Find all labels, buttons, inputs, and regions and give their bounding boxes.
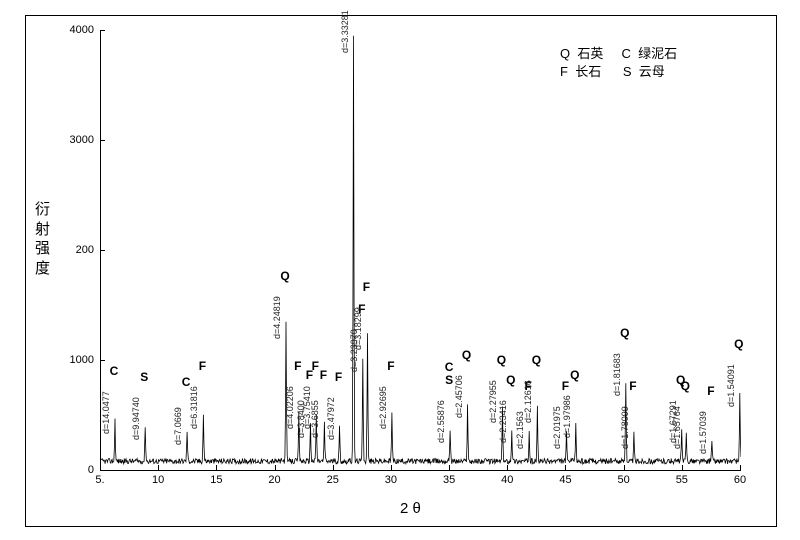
x-tick-label: 40: [497, 474, 517, 486]
d-spacing-label: d=2.45706: [454, 375, 464, 418]
mineral-label: Q: [618, 326, 632, 340]
d-spacing-label: d=2.55876: [436, 400, 446, 443]
d-spacing-label: d=9.94740: [131, 397, 141, 440]
d-spacing-label: d=7.0669: [173, 407, 183, 445]
d-spacing-label: d=1.78099: [620, 406, 630, 449]
d-spacing-label: d=2.27955: [488, 380, 498, 423]
y-tick: [100, 140, 105, 141]
d-spacing-label: d=2.12616: [523, 380, 533, 423]
x-tick-label: 50: [614, 474, 634, 486]
mineral-label: F: [359, 280, 373, 294]
x-tick: [565, 465, 566, 470]
mineral-label: F: [332, 370, 346, 384]
mineral-label: F: [626, 379, 640, 393]
x-tick: [740, 465, 741, 470]
mineral-label: Q: [732, 337, 746, 351]
mineral-label: Q: [529, 353, 543, 367]
mineral-label: Q: [504, 373, 518, 387]
d-spacing-label: d=14.0477: [101, 391, 111, 434]
x-tick-label: 20: [265, 474, 285, 486]
x-tick: [624, 465, 625, 470]
x-tick: [275, 465, 276, 470]
d-spacing-label: d=6.31816: [189, 386, 199, 429]
y-tick-label: 0: [54, 464, 94, 476]
y-tick: [100, 470, 105, 471]
x-tick: [449, 465, 450, 470]
x-tick-label: 45: [555, 474, 575, 486]
y-tick: [100, 250, 105, 251]
mineral-label: Q: [678, 379, 692, 393]
legend: Q 石英 C 绿泥石 F 长石 S 云母: [560, 45, 677, 81]
x-tick: [158, 465, 159, 470]
x-tick-label: 30: [381, 474, 401, 486]
x-tick-label: 35: [439, 474, 459, 486]
y-tick: [100, 360, 105, 361]
mineral-label: Q: [568, 368, 582, 382]
y-tick-label: 1000: [54, 354, 94, 366]
mineral-label: F: [195, 359, 209, 373]
x-tick: [682, 465, 683, 470]
d-spacing-label: d=3.18299: [353, 307, 363, 350]
d-spacing-label: d=1.81683: [612, 353, 622, 396]
d-spacing-label: d=1.57039: [698, 411, 708, 454]
x-tick: [216, 465, 217, 470]
x-tick-label: 55: [672, 474, 692, 486]
d-spacing-label: d=2.01975: [552, 406, 562, 449]
chart-frame: 衍 射 强 度 2 θ 5.10152025303540455055600100…: [0, 0, 800, 540]
x-tick-label: 15: [206, 474, 226, 486]
mineral-label: C: [442, 360, 456, 374]
x-tick-label: 25: [323, 474, 343, 486]
mineral-label: Q: [460, 348, 474, 362]
y-tick: [100, 30, 105, 31]
d-spacing-label: d=1.97986: [562, 395, 572, 438]
x-tick-label: 10: [148, 474, 168, 486]
d-spacing-label: d=1.65764: [672, 406, 682, 449]
x-axis-label: 2 θ: [400, 500, 421, 517]
x-tick: [507, 465, 508, 470]
x-tick: [391, 465, 392, 470]
y-tick-label: 200: [54, 244, 94, 256]
mineral-label: Q: [494, 353, 508, 367]
mineral-label: Q: [278, 269, 292, 283]
mineral-label: S: [137, 370, 151, 384]
y-axis-label: 衍 射 强 度: [35, 200, 51, 278]
x-tick-label: 60: [730, 474, 750, 486]
d-spacing-label: d=3.33281: [340, 10, 350, 53]
d-spacing-label: d=2.92695: [378, 386, 388, 429]
d-spacing-label: d=3.6855: [310, 400, 320, 438]
d-spacing-label: d=4.24819: [272, 296, 282, 339]
y-tick-label: 3000: [54, 134, 94, 146]
d-spacing-label: d=2.23416: [498, 400, 508, 443]
mineral-label: F: [316, 368, 330, 382]
d-spacing-label: d=3.47972: [326, 397, 336, 440]
x-tick: [333, 465, 334, 470]
mineral-label: F: [384, 359, 398, 373]
d-spacing-label: d=1.54091: [726, 364, 736, 407]
y-tick-label: 4000: [54, 24, 94, 36]
d-spacing-label: d=4.02206: [285, 386, 295, 429]
mineral-label: C: [107, 364, 121, 378]
mineral-label: F: [704, 384, 718, 398]
